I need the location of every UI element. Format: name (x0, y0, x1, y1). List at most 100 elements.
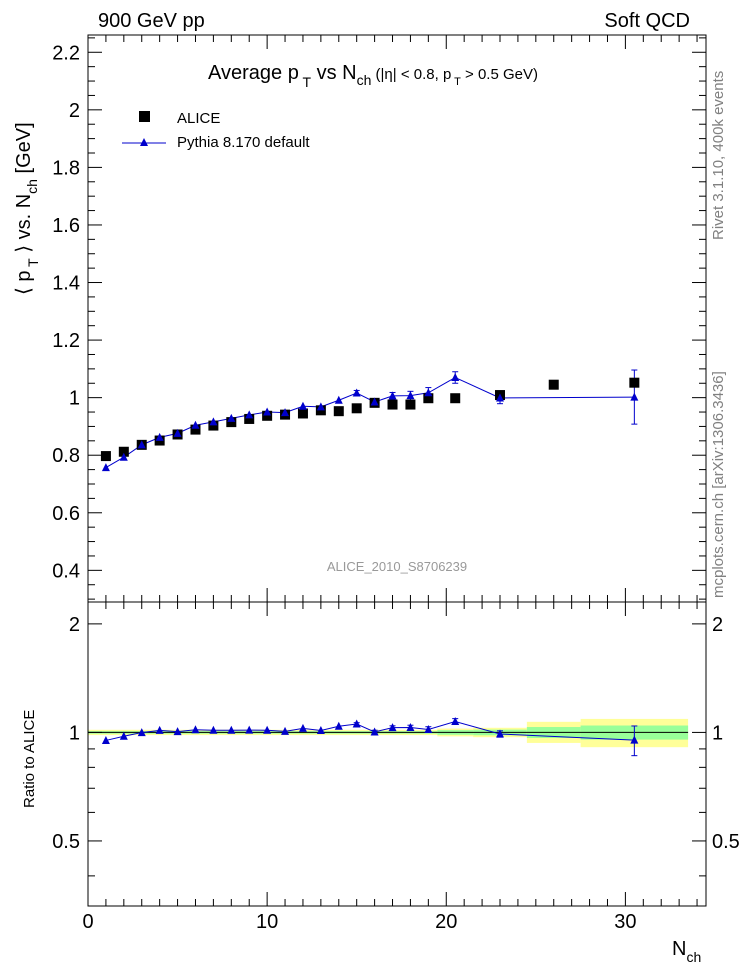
ratio-pythia-line (105, 721, 635, 741)
header-right-label: Soft QCD (604, 10, 690, 32)
x-axis-label: Nch (672, 938, 701, 965)
ratio-pythia-marker (316, 726, 325, 735)
main-y-tick-label: 0.4 (52, 560, 80, 582)
pythia-marker (281, 408, 290, 417)
alice-marker (423, 393, 434, 404)
alice-marker (629, 377, 640, 388)
legend-alice-marker (139, 111, 150, 122)
pythia-marker (263, 407, 272, 416)
ratio-pythia-marker (173, 727, 182, 736)
ratio-pythia-marker (227, 725, 236, 734)
pythia-marker (245, 410, 254, 419)
main-y-tick-label: 2.2 (52, 42, 80, 64)
pythia-marker (227, 413, 236, 422)
main-axis-ticks: 0.4 0.6 0.8 1 1.2 1.4 1.6 1.8 2 2.2 (52, 35, 706, 602)
alice-marker (333, 406, 344, 417)
pythia-marker (101, 463, 110, 472)
main-y-tick-label: 1.8 (52, 157, 80, 179)
pythia-marker (406, 391, 415, 400)
alice-marker (297, 408, 308, 419)
ratio-pythia-marker (263, 725, 272, 734)
legend-pythia-marker (140, 138, 148, 146)
alice-marker (548, 379, 559, 390)
pythia-marker (155, 432, 164, 441)
pythia-marker (388, 391, 397, 400)
mcplots-label: mcplots.cern.ch [arXiv:1306.3436] (710, 371, 727, 598)
rivet-label: Rivet 3.1.10, 400k events (710, 71, 727, 240)
ratio-pythia-marker (101, 735, 110, 744)
alice-marker (208, 420, 219, 431)
ratio-pythia-marker (424, 724, 433, 733)
pythia-marker (191, 420, 200, 429)
ratio-y-axis-label: Ratio to ALICE (21, 710, 38, 808)
alice-marker (118, 446, 129, 457)
ratio-y-tick-label-right: 0.5 (712, 831, 740, 853)
main-y-tick-label: 1 (69, 388, 80, 410)
alice-marker (387, 399, 398, 410)
legend-alice-label: ALICE (177, 110, 220, 127)
ratio-pythia-marker (298, 723, 307, 732)
pythia-marker (316, 402, 325, 411)
analysis-label: ALICE_2010_S8706239 (327, 559, 467, 574)
ratio-pythia-marker (191, 725, 200, 734)
pythia-marker (173, 428, 182, 437)
x-tick-label: 10 (256, 911, 278, 933)
x-tick-label: 0 (82, 911, 93, 933)
alice-marker (244, 413, 255, 424)
ratio-y-tick-label-right: 2 (712, 614, 723, 636)
ratio-series-layer (101, 717, 639, 757)
alice-marker (262, 410, 273, 421)
main-y-tick-label: 0.8 (52, 445, 80, 467)
ratio-pythia-marker (451, 717, 460, 726)
pythia-marker (630, 392, 639, 401)
main-y-tick-label: 0.6 (52, 503, 80, 525)
ratio-pythia-marker (155, 725, 164, 734)
pythia-marker (424, 388, 433, 397)
ratio-pythia-marker (137, 728, 146, 737)
pythia-line (105, 376, 635, 469)
ratio-y-tick-label: 2 (69, 614, 80, 636)
alice-marker (190, 424, 201, 435)
pythia-marker (370, 397, 379, 406)
header-left-label: 900 GeV pp (98, 10, 205, 32)
ratio-pythia-marker (370, 727, 379, 736)
main-y-tick-label: 1.6 (52, 215, 80, 237)
alice-marker (100, 451, 111, 462)
main-y-axis-label: ⟨ p T ⟩ vs. Nch [GeV] (13, 122, 41, 295)
pythia-marker (137, 440, 146, 449)
ratio-panel-frame (87, 601, 707, 907)
x-tick-label: 20 (435, 911, 457, 933)
ratio-pythia-marker (334, 721, 343, 730)
ratio-pythia-marker (406, 722, 415, 731)
alice-marker (226, 417, 237, 428)
pythia-marker (334, 395, 343, 404)
pythia-marker (496, 393, 504, 402)
pythia-marker (352, 388, 361, 397)
ratio-y-tick-label: 0.5 (52, 831, 80, 853)
pythia-marker (451, 373, 460, 382)
main-y-tick-label: 1.4 (52, 273, 80, 295)
ratio-pythia-marker (630, 735, 639, 744)
ratio-pythia-marker (281, 726, 290, 735)
legend-pythia-label: Pythia 8.170 default (177, 134, 310, 151)
main-y-tick-label: 1.2 (52, 330, 80, 352)
main-title: Average p T vs Nch (|η| < 0.8, p T > 0.5… (208, 62, 538, 90)
ratio-y-tick-label: 1 (69, 722, 80, 744)
ratio-y-tick-label-right: 1 (712, 722, 723, 744)
pythia-marker (298, 401, 307, 410)
ratio-pythia-marker (496, 729, 504, 738)
ratio-pythia-marker (119, 731, 128, 740)
alice-marker (450, 393, 461, 404)
ratio-axis-ticks: 0.5 0.51 12 20 10 20 30 (52, 602, 740, 933)
main-series-layer (100, 369, 640, 472)
ratio-pythia-marker (245, 725, 254, 734)
main-y-tick-label: 2 (69, 100, 80, 122)
alice-marker (351, 403, 362, 414)
x-tick-label: 30 (614, 911, 636, 933)
pythia-marker (119, 452, 128, 461)
ratio-pythia-marker (388, 723, 397, 732)
pythia-marker (209, 417, 218, 426)
alice-marker (405, 399, 416, 410)
ratio-pythia-marker (352, 719, 361, 728)
